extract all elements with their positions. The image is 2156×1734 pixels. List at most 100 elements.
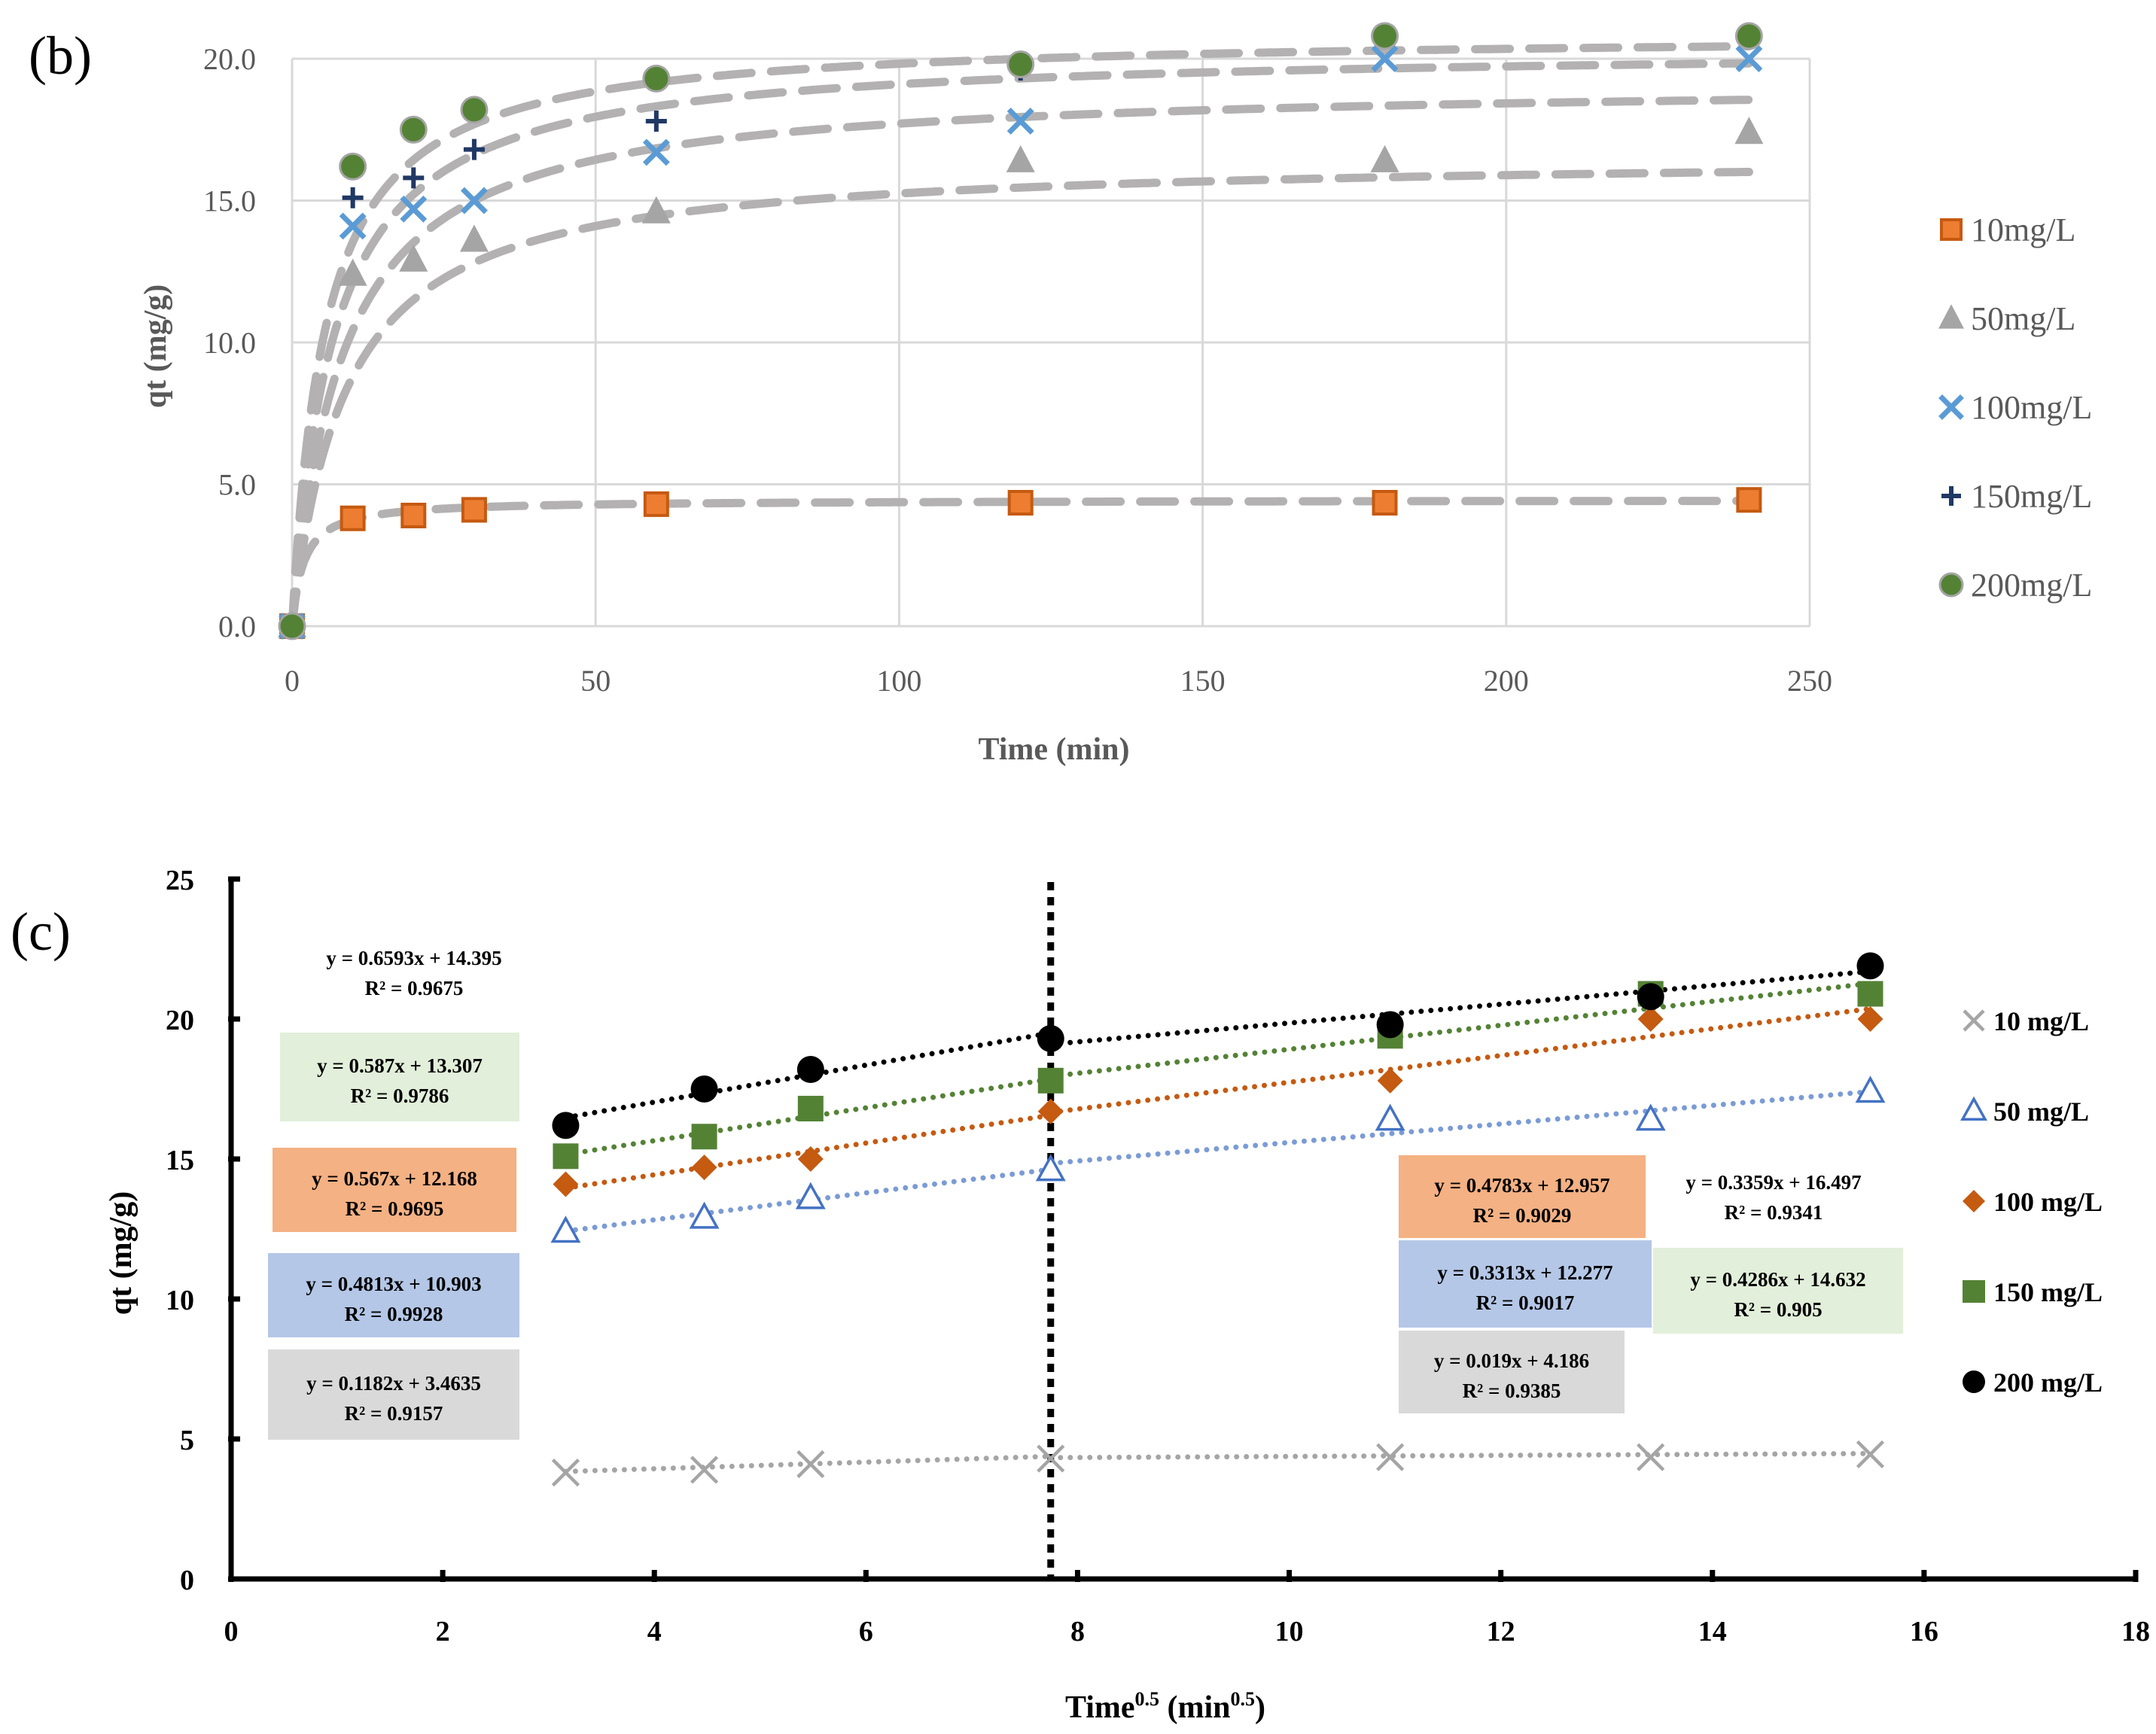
b-point-200mg/L xyxy=(1734,22,1763,50)
b-y-axis-title: qt (mg/g) xyxy=(139,284,173,408)
c-legend-label: 10 mg/L xyxy=(1993,1006,2089,1036)
c-point-200 mg/L xyxy=(1856,952,1884,980)
b-point-50mg/L xyxy=(1006,144,1035,172)
c-x-tick: 0 xyxy=(224,1616,239,1647)
c-legend-label: 100 mg/L xyxy=(1993,1187,2103,1217)
b-point-200mg/L xyxy=(339,152,367,181)
c-r-squared-text: R² = 0.9029 xyxy=(1473,1204,1572,1227)
c-y-tick: 10 xyxy=(166,1285,194,1316)
c-point-150 mg/L xyxy=(1037,1067,1064,1094)
c-point-10 mg/L xyxy=(1376,1443,1405,1471)
c-point-200 mg/L xyxy=(552,1112,580,1139)
b-gridlines xyxy=(291,57,1811,628)
c-point-150 mg/L xyxy=(1857,981,1883,1007)
c-equation-text: y = 0.587x + 13.307 xyxy=(317,1054,483,1077)
b-x-tick: 150 xyxy=(1180,664,1226,698)
c-legend-marker xyxy=(1963,1370,1985,1393)
b-point-10mg/L xyxy=(1372,490,1398,516)
panel-label-c: (c) xyxy=(11,902,71,962)
b-legend-label: 50mg/L xyxy=(1971,300,2075,337)
c-x-tick: 18 xyxy=(2121,1616,2150,1647)
b-point-200mg/L xyxy=(460,96,489,124)
c-equation-boxes: y = 0.6593x + 14.395 R² = 0.9675 y = 0.587… xyxy=(268,937,1903,1440)
c-equation-text: y = 0.6593x + 14.395 xyxy=(326,947,501,969)
c-point-100 mg/L xyxy=(797,1146,824,1172)
c-x-tick: 12 xyxy=(1487,1616,1515,1647)
c-point-150 mg/L xyxy=(553,1143,579,1170)
c-point-10 mg/L xyxy=(796,1450,825,1479)
c-legend-label: 200 mg/L xyxy=(1993,1367,2103,1398)
b-point-100mg/L xyxy=(460,187,488,214)
b-point-100mg/L xyxy=(339,212,367,240)
c-x-axis-title-main: Time xyxy=(1065,1690,1135,1725)
b-fit-curve xyxy=(288,96,1753,631)
b-legend-label: 200mg/L xyxy=(1971,567,2092,604)
c-point-200 mg/L xyxy=(1037,1025,1064,1053)
c-x-tick-labels: 0 2 4 6 8 10 12 14 16 18 xyxy=(224,1616,2151,1647)
b-point-10mg/L xyxy=(1007,490,1034,516)
b-point-50mg/L xyxy=(641,196,671,224)
c-legend-marker xyxy=(1960,1096,1987,1121)
c-y-tick: 0 xyxy=(180,1565,194,1596)
c-equation-box xyxy=(268,1349,519,1440)
c-y-tick: 15 xyxy=(166,1145,194,1176)
b-legend-marker xyxy=(1938,394,1964,420)
c-equation-box xyxy=(301,937,527,1002)
b-point-100mg/L xyxy=(400,195,428,223)
b-x-tick: 50 xyxy=(580,664,611,698)
b-point-10mg/L xyxy=(1736,487,1762,513)
c-point-150 mg/L xyxy=(691,1124,717,1150)
c-equation-text: y = 0.4783x + 12.957 xyxy=(1434,1174,1609,1197)
c-point-100 mg/L xyxy=(1857,1006,1883,1032)
c-equation-box xyxy=(268,1253,519,1337)
c-x-axis-title-unit: (min xyxy=(1159,1690,1231,1725)
b-point-50mg/L xyxy=(338,258,367,286)
b-y-tick: 0.0 xyxy=(218,610,256,643)
c-point-200 mg/L xyxy=(1376,1011,1404,1039)
c-legend: 10 mg/L 50 mg/L 100 mg/L 150 mg/L 200 mg/L xyxy=(1960,1006,2103,1398)
b-legend-marker xyxy=(1941,486,1961,506)
b-x-tick: 0 xyxy=(285,664,300,698)
c-y-tick: 5 xyxy=(180,1425,194,1456)
b-point-50mg/L xyxy=(1370,144,1399,172)
b-fit-curve xyxy=(288,168,1753,631)
panel-label-b: (b) xyxy=(29,26,92,86)
c-equation-box xyxy=(1653,1248,1903,1334)
c-point-50 mg/L xyxy=(1375,1103,1405,1131)
c-x-tick: 2 xyxy=(436,1616,450,1647)
c-point-100 mg/L xyxy=(1637,1006,1664,1032)
c-point-200 mg/L xyxy=(796,1055,824,1083)
c-point-200 mg/L xyxy=(1637,983,1664,1011)
c-y-tick-labels: 0 5 10 15 20 25 xyxy=(166,865,194,1596)
c-equation-box xyxy=(280,1033,519,1121)
b-legend-label: 100mg/L xyxy=(1971,389,2092,426)
c-point-100 mg/L xyxy=(553,1171,579,1197)
c-equation-text: y = 0.1182x + 3.4635 xyxy=(306,1372,481,1395)
b-point-200mg/L xyxy=(399,115,428,144)
c-point-10 mg/L xyxy=(1856,1440,1885,1469)
c-equation-text: y = 0.3359x + 16.497 xyxy=(1686,1171,1861,1194)
c-y-tick: 25 xyxy=(166,865,194,896)
c-trendline xyxy=(1048,1088,1873,1167)
c-x-tick: 8 xyxy=(1070,1616,1085,1647)
c-x-axis-title-sup: 0.5 xyxy=(1135,1688,1160,1710)
b-point-200mg/L xyxy=(1006,50,1035,79)
c-x-tick: 10 xyxy=(1275,1616,1304,1647)
b-point-50mg/L xyxy=(1734,117,1764,144)
c-point-10 mg/L xyxy=(551,1459,580,1487)
b-point-50mg/L xyxy=(459,224,489,252)
c-data-points xyxy=(550,952,1886,1487)
c-r-squared-text: R² = 0.905 xyxy=(1734,1298,1822,1321)
c-equation-box xyxy=(1399,1240,1652,1328)
b-point-100mg/L xyxy=(1371,45,1399,72)
c-equation-text: y = 0.3313x + 12.277 xyxy=(1437,1261,1612,1284)
c-equation-box xyxy=(1661,1155,1886,1232)
b-x-tick: 100 xyxy=(876,664,921,698)
kinetics-chart: (b) 0 50 100 150 200 250 0.0 5.0 10.0 15.0 20.0 T… xyxy=(29,22,2092,767)
c-point-100 mg/L xyxy=(1037,1098,1064,1124)
c-trendline xyxy=(1048,969,1873,1048)
b-x-tick: 200 xyxy=(1484,664,1529,698)
b-point-200mg/L xyxy=(1371,22,1399,50)
c-equation-box xyxy=(1399,1155,1646,1238)
